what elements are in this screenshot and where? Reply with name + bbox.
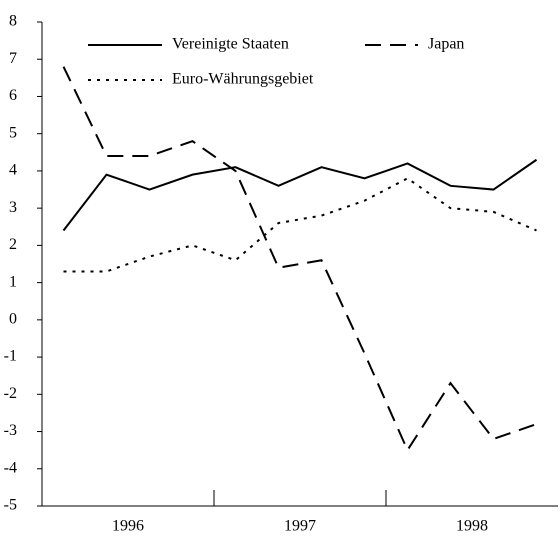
series-line — [62, 158, 538, 232]
y-tick-label: 1 — [9, 273, 17, 290]
y-tick-label: -1 — [4, 348, 17, 365]
y-tick-label: -3 — [4, 422, 17, 439]
y-tick-label: -5 — [4, 497, 17, 514]
y-tick-label: -4 — [4, 459, 17, 476]
x-group-label: 1998 — [456, 518, 488, 535]
y-tick-label: 3 — [9, 199, 17, 216]
legend-label: Euro-Währungsgebiet — [172, 71, 314, 88]
legend-label: Vereinigte Staaten — [172, 36, 289, 53]
x-group-label: 1996 — [112, 518, 144, 535]
y-tick-label: 5 — [9, 124, 17, 141]
y-tick-label: 6 — [9, 87, 17, 104]
x-group-label: 1997 — [284, 518, 316, 535]
series-line — [62, 66, 537, 453]
series-line — [63, 177, 537, 273]
y-tick-label: 8 — [9, 13, 17, 30]
y-tick-label: 2 — [9, 236, 17, 253]
legend-label: Japan — [428, 36, 464, 53]
y-tick-label: -2 — [4, 385, 17, 402]
y-tick-label: 4 — [9, 162, 17, 179]
y-tick-label: 7 — [9, 50, 17, 67]
y-tick-label: 0 — [9, 311, 17, 328]
